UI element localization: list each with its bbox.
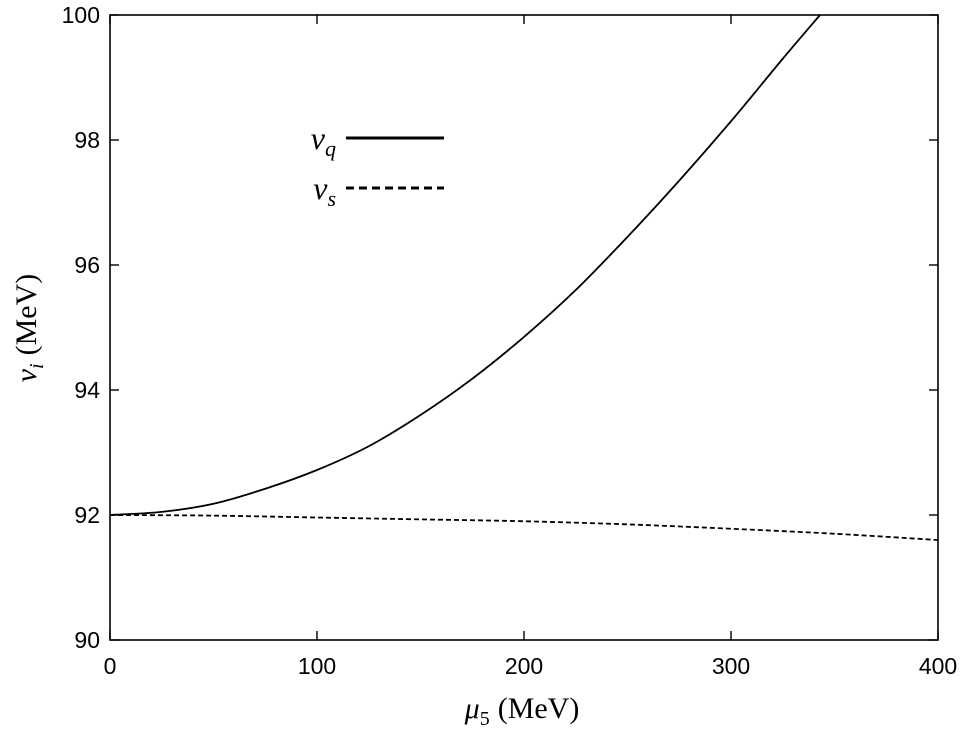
plot-frame bbox=[109, 14, 939, 641]
x-axis-symbol: μ bbox=[464, 692, 480, 725]
y-axis-label: vi (MeV) bbox=[10, 274, 48, 383]
plot-border bbox=[109, 14, 939, 641]
x-tick-label: 200 bbox=[505, 653, 543, 679]
y-tick-label: 100 bbox=[62, 2, 100, 28]
y-axis-unit: (MeV) bbox=[10, 274, 43, 356]
x-axis-unit: (MeV) bbox=[498, 692, 580, 725]
legend-subscript: q bbox=[325, 136, 336, 161]
series-lines bbox=[109, 14, 939, 541]
x-tick-label: 0 bbox=[104, 653, 117, 679]
y-tick-label: 96 bbox=[74, 252, 100, 278]
legend-symbol: v bbox=[311, 120, 326, 156]
legend-symbol: v bbox=[313, 170, 328, 206]
tick-labels: 0 100 200 300 400 90 92 94 96 98 100 bbox=[62, 2, 958, 679]
y-axis-subscript: i bbox=[26, 363, 48, 369]
axis-ticks bbox=[109, 14, 939, 641]
y-tick-label: 94 bbox=[74, 377, 100, 403]
series-line-v-s bbox=[109, 514, 939, 541]
x-tick-label: 300 bbox=[712, 653, 750, 679]
y-tick-label: 92 bbox=[74, 502, 100, 528]
x-axis-subscript: 5 bbox=[480, 708, 490, 729]
legend-label-v-s: vs bbox=[313, 170, 336, 211]
y-tick-label: 98 bbox=[74, 127, 100, 153]
series-line-v-q bbox=[109, 14, 821, 516]
x-axis-label: μ5 (MeV) bbox=[464, 692, 580, 729]
legend-label-v-q: vq bbox=[311, 120, 336, 161]
x-tick-label: 100 bbox=[298, 653, 336, 679]
legend-subscript: s bbox=[327, 186, 336, 211]
y-axis-symbol: v bbox=[10, 368, 43, 382]
y-tick-label: 90 bbox=[74, 627, 100, 653]
x-tick-label: 400 bbox=[919, 653, 957, 679]
